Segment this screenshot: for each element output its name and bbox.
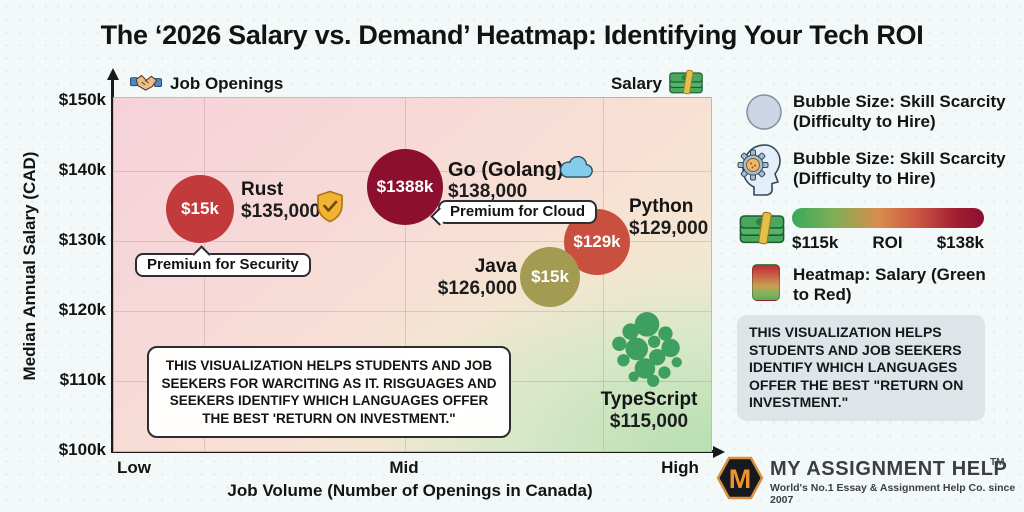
bubble-size-circle-icon [746, 94, 782, 130]
legend-heatmap: Heatmap: Salary (Green to Red) [793, 265, 986, 304]
brand-trademark: TM [990, 457, 1005, 468]
legend-bubble-size-2: Bubble Size: Skill Scarcity (Difficulty … [793, 149, 1006, 188]
roi-min-label: $115k [792, 233, 839, 252]
plot-area: $15k Rust $135,000 Premium for Security … [113, 97, 712, 452]
brand-logo-hexagon: M [716, 456, 764, 500]
bubble-cluster-typescript [612, 312, 682, 387]
callout-premium-security: Premium for Security [135, 245, 311, 277]
java-salary: $126,000 [437, 278, 517, 299]
rust-name: Rust [241, 179, 284, 200]
x-tick-high: High [661, 458, 699, 477]
y-tick-150k: $150k [58, 90, 106, 109]
bubble-rust-value: $15k [181, 199, 219, 218]
rust-salary: $135,000 [241, 201, 321, 222]
legend-note: THIS VISUALIZATION HELPS STUDENTS AND JO… [737, 315, 985, 421]
handshake-icon [130, 74, 162, 91]
label-typescript: TypeScript $115,000 [579, 389, 719, 433]
typescript-salary: $115,000 [609, 411, 689, 432]
x-tick-mid: Mid [389, 458, 419, 477]
heatmap-swatch-icon [752, 264, 780, 301]
label-java: Java $126,000 [402, 256, 517, 300]
money-stack-icon [669, 69, 703, 95]
page-title: The ‘2026 Salary vs. Demand’ Heatmap: Id… [100, 20, 924, 50]
brand-name: MY ASSIGNMENT HELP [770, 458, 1008, 480]
legend-panel: Bubble Size: Skill Scarcity (Difficulty … [728, 85, 1018, 445]
y-tick-130k: $130k [58, 230, 106, 249]
y-axis-title: Median Annual Salary (CAD) [20, 151, 39, 381]
label-python: Python $129,000 [629, 196, 708, 240]
x-axis-title: Job Volume (Number of Openings in Canada… [227, 481, 593, 500]
brand-tagline: World's No.1 Essay & Assignment Help Co.… [770, 482, 1016, 506]
callout-premium-cloud: Premium for Cloud [430, 200, 598, 226]
y-tick-140k: $140k [58, 160, 106, 179]
x-tick-low: Low [117, 458, 151, 477]
shield-check-icon [317, 190, 343, 223]
python-name: Python [629, 196, 694, 217]
roi-gradient-bar [792, 208, 984, 228]
x-axis-line [111, 450, 715, 453]
go-name: Go (Golang) [448, 159, 564, 181]
legend-bubble-size-1: Bubble Size: Skill Scarcity (Difficulty … [793, 92, 1006, 131]
y-axis-line [111, 79, 114, 452]
head-gear-icon [737, 144, 781, 196]
label-go: Go (Golang) $138,000 [448, 159, 564, 203]
roi-gradient-labels: $115k ROI $138k [792, 233, 984, 253]
roi-title: ROI [872, 233, 903, 252]
y-axis-arrow [106, 68, 119, 80]
y-tick-120k: $120k [58, 300, 106, 319]
brand-monogram: M [729, 464, 752, 494]
bubble-java: $15k [520, 247, 580, 307]
bubble-go: $1388k [367, 149, 443, 225]
roi-max-label: $138k [936, 233, 984, 252]
money-stack-icon [739, 211, 785, 245]
bubble-go-value: $1388k [376, 177, 434, 196]
chart-note: THIS VISUALIZATION HELPS STUDENTS AND JO… [147, 346, 511, 438]
label-rust: Rust $135,000 [241, 179, 320, 223]
typescript-name: TypeScript [600, 389, 698, 410]
cloud-icon [559, 156, 593, 178]
bubble-rust: $15k [166, 175, 234, 243]
y-tick-110k: $110k [59, 370, 106, 389]
go-salary: $138,000 [448, 181, 528, 202]
java-name: Java [474, 256, 517, 277]
salary-axis-badge: Salary [610, 74, 662, 93]
bubble-java-value: $15k [531, 267, 569, 286]
job-openings-axis-badge: Job Openings [170, 74, 284, 93]
python-salary: $129,000 [629, 218, 709, 239]
y-tick-100k: $100k [58, 440, 106, 459]
bubble-python-value: $129k [573, 232, 621, 251]
x-axis-arrow [713, 445, 725, 458]
